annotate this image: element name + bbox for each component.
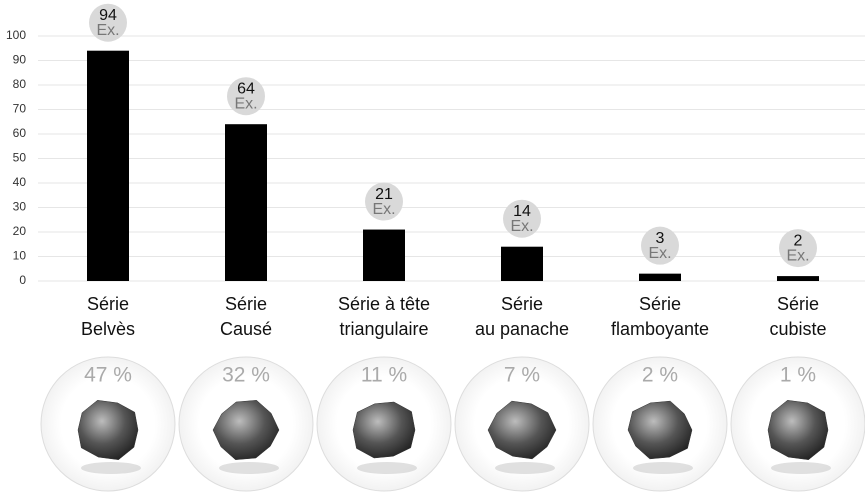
share-label: 11 % xyxy=(361,364,407,387)
chart: 010203040506070809010094Ex.SérieBelvès47… xyxy=(0,0,865,492)
coin-shadow xyxy=(219,462,279,474)
y-tick-label: 50 xyxy=(13,151,27,165)
coin-shadow xyxy=(357,462,417,474)
value-unit: Ex. xyxy=(786,247,809,264)
x-tick-label: Série à tête xyxy=(338,294,430,314)
y-tick-label: 10 xyxy=(13,249,27,263)
x-tick-label: triangulaire xyxy=(339,319,428,339)
x-tick-label: flamboyante xyxy=(611,319,709,339)
coin-image xyxy=(353,402,415,458)
x-tick-label: Série xyxy=(225,294,267,314)
y-tick-label: 100 xyxy=(6,28,26,42)
bar xyxy=(639,274,681,281)
bar xyxy=(363,230,405,281)
y-tick-label: 40 xyxy=(13,175,27,189)
y-tick-label: 20 xyxy=(13,224,27,238)
value-unit: Ex. xyxy=(510,218,533,235)
share-label: 32 % xyxy=(222,364,270,387)
x-tick-label: au panache xyxy=(475,319,569,339)
coin-shadow xyxy=(771,462,831,474)
coin-image xyxy=(768,400,828,459)
x-tick-label: Belvès xyxy=(81,319,135,339)
y-tick-label: 60 xyxy=(13,126,27,140)
x-tick-label: cubiste xyxy=(769,319,826,339)
coin-image xyxy=(78,400,138,459)
coin-shadow xyxy=(633,462,693,474)
y-tick-label: 90 xyxy=(13,53,27,67)
value-unit: Ex. xyxy=(96,22,119,39)
y-tick-label: 80 xyxy=(13,77,27,91)
share-label: 7 % xyxy=(504,364,540,387)
bar xyxy=(777,276,819,281)
share-label: 47 % xyxy=(84,364,132,387)
y-tick-label: 0 xyxy=(19,273,26,287)
coin-shadow xyxy=(495,462,555,474)
x-tick-label: Causé xyxy=(220,319,272,339)
value-unit: Ex. xyxy=(234,95,257,112)
share-label: 1 % xyxy=(780,364,816,387)
bar xyxy=(87,51,129,281)
y-tick-label: 30 xyxy=(13,200,27,214)
coin-shadow xyxy=(81,462,141,474)
value-unit: Ex. xyxy=(372,201,395,218)
x-tick-label: Série xyxy=(777,294,819,314)
x-tick-label: Série xyxy=(639,294,681,314)
bar xyxy=(501,247,543,281)
bar xyxy=(225,124,267,281)
y-tick-label: 70 xyxy=(13,102,27,116)
x-tick-label: Série xyxy=(501,294,543,314)
value-unit: Ex. xyxy=(648,245,671,262)
x-tick-label: Série xyxy=(87,294,129,314)
share-label: 2 % xyxy=(642,364,678,387)
